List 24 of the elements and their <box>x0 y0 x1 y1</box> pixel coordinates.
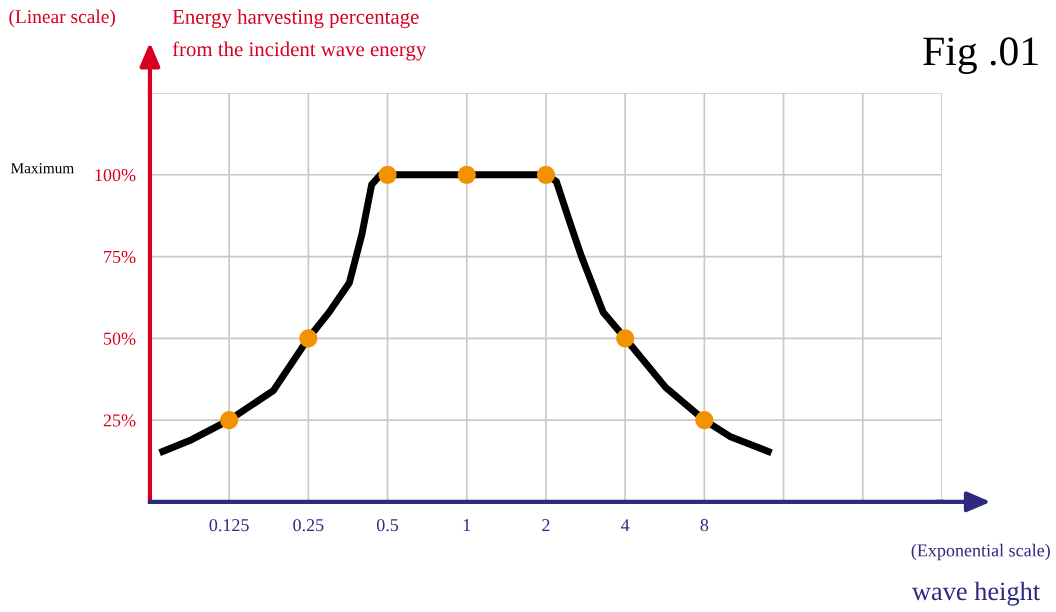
point <box>378 165 397 184</box>
x-tick-label: 1 <box>463 519 471 532</box>
y-tick-label: 25% <box>103 414 136 427</box>
x-axis-title: wave height <box>911 581 1040 606</box>
point <box>220 411 239 430</box>
point <box>616 329 635 348</box>
y-axis-title: Energy harvesting percentage from the incident wave energy <box>172 9 427 61</box>
chart-title: Fig .01 <box>923 37 1038 74</box>
x-tick-label: 0.5 <box>376 519 399 532</box>
text: (Linear scale) <box>9 9 115 28</box>
point <box>695 411 714 430</box>
y-tick-label: 50% <box>104 332 136 345</box>
y-tick-label: 100% <box>95 169 136 182</box>
x-tick-label: 2 <box>542 519 550 532</box>
x-tick-label: 0.25 <box>293 519 324 532</box>
text: (Exponential scale) <box>911 543 1050 561</box>
text: Maximum <box>11 163 74 174</box>
point <box>536 165 556 184</box>
y-tick-label: 75% <box>104 250 136 264</box>
point <box>299 329 318 348</box>
x-tick-label: 4 <box>620 519 630 532</box>
x-tick-label: 8 <box>700 519 709 532</box>
x-tick-label: 0.125 <box>209 519 249 532</box>
point <box>457 165 476 184</box>
